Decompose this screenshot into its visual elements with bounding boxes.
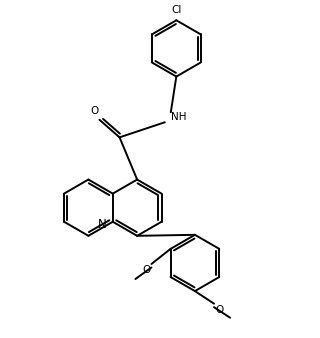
Text: O: O xyxy=(142,265,150,275)
Text: Cl: Cl xyxy=(171,5,181,15)
Text: N: N xyxy=(98,218,107,231)
Text: NH: NH xyxy=(171,112,186,122)
Text: O: O xyxy=(215,305,223,315)
Text: O: O xyxy=(90,106,99,116)
